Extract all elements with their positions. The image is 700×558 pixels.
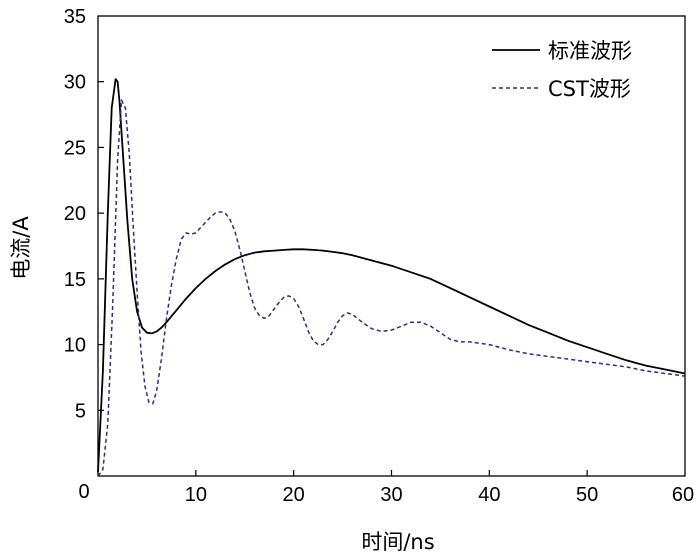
x-tick-label: 20 (283, 484, 305, 506)
y-tick-label: 30 (64, 72, 86, 94)
x-tick-label: 10 (185, 484, 207, 506)
x-tick-label: 30 (380, 484, 402, 506)
y-tick-label: 15 (64, 269, 86, 291)
y-axis-ticks: 5 10 15 20 25 30 35 (64, 6, 104, 422)
legend-label-cst: CST波形 (548, 77, 631, 101)
x-tick-label: 40 (478, 484, 500, 506)
y-tick-label: 35 (64, 6, 86, 28)
legend: 标准波形 CST波形 (492, 39, 632, 101)
legend-label-standard: 标准波形 (548, 39, 632, 63)
y-tick-label: 10 (64, 335, 86, 357)
y-axis-label: 电流/A (9, 216, 33, 280)
x-axis-ticks: 10 20 30 40 50 60 (185, 470, 694, 506)
series-line-standard (97, 78, 686, 473)
y-tick-label: 5 (75, 400, 86, 422)
x-tick-label: 60 (672, 484, 694, 506)
x-tick-label: 50 (576, 484, 598, 506)
series-layer (97, 78, 686, 477)
y-tick-label: 25 (64, 137, 86, 159)
y-tick-label: 20 (64, 203, 86, 225)
x-axis-label: 时间/ns (361, 530, 434, 554)
origin-zero-label: 0 (78, 481, 89, 503)
series-line-cst (97, 99, 686, 477)
